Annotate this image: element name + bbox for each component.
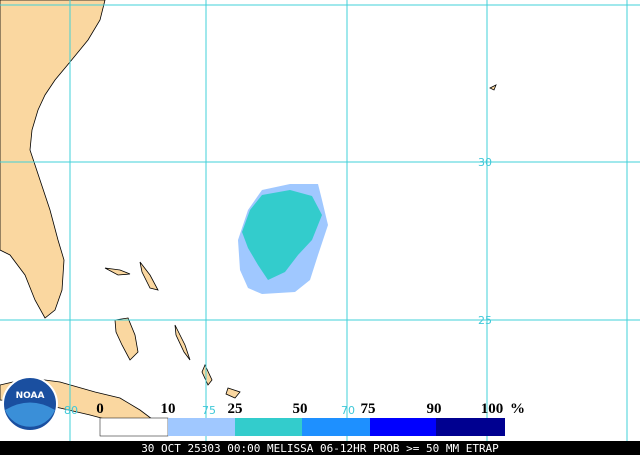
legend-swatch (436, 418, 505, 436)
lon-label: 70 (341, 404, 355, 417)
legend-label: 90 (427, 401, 442, 417)
legend-swatch (99, 417, 169, 437)
us-coast (0, 0, 106, 319)
bahamas-1 (104, 267, 131, 276)
logo-text: NOAA (16, 391, 45, 401)
footer-bar (0, 441, 640, 455)
legend-label: 50 (293, 401, 308, 417)
lon-label: 80 (64, 404, 78, 417)
legend-label: 75 (361, 401, 376, 417)
legend-label: 10 (161, 401, 176, 417)
legend-label: 100 (481, 401, 504, 417)
bahamas-4 (201, 364, 213, 386)
footer-text: 30 OCT 25303 00:00 MELISSA 06-12HR PROB … (141, 442, 499, 455)
legend-label: 0 (96, 401, 104, 417)
prob-25-50 (242, 190, 322, 280)
andros (114, 317, 139, 361)
legend-swatch (235, 418, 302, 436)
bahamas-5 (225, 387, 241, 399)
bahamas-2 (139, 261, 159, 291)
legend-label: 25 (228, 401, 243, 417)
bahamas-3 (174, 324, 191, 361)
lon-label: 75 (202, 404, 216, 417)
lat-label: 30 (478, 156, 492, 169)
legend-swatch (168, 418, 235, 436)
lat-label: 25 (478, 314, 492, 327)
logo-wave (5, 402, 55, 427)
legend-swatch (302, 418, 370, 436)
legend-unit: % (510, 401, 525, 417)
legend-swatch (370, 418, 436, 436)
bermuda (489, 84, 497, 91)
